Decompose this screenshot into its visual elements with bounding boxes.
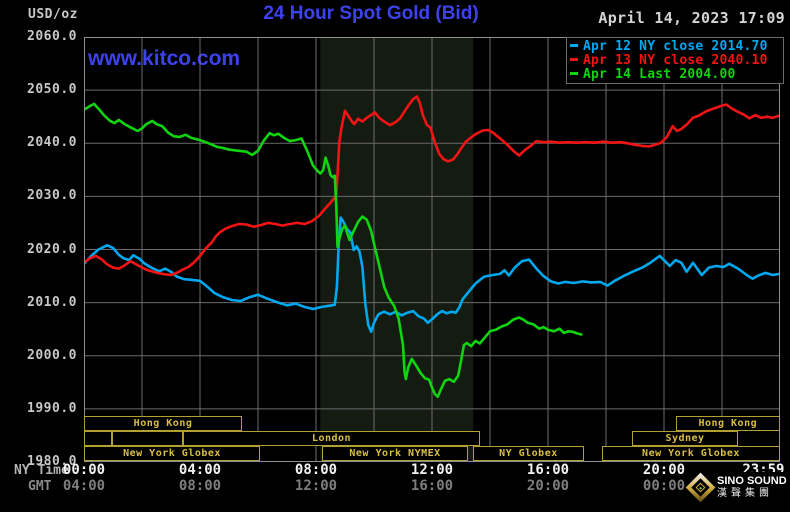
y-tick-label-2020.0: 2020.0 — [27, 241, 77, 257]
x-axis-gmt-label: GMT — [28, 479, 52, 494]
legend-item-1: Apr 13 NY close 2040.10 — [570, 54, 783, 68]
y-tick-label-1980.0: 1980.0 — [27, 454, 77, 469]
legend-dash-icon — [570, 57, 578, 61]
chart-border — [84, 37, 780, 462]
y-tick-label-2040.0: 2040.0 — [27, 135, 77, 151]
legend-box: Apr 12 NY close 2014.70 Apr 13 NY close 2… — [566, 37, 784, 84]
logo-line1: SINO SOUND — [717, 475, 787, 487]
legend-item-label: Apr 13 NY close 2040.10 — [583, 53, 768, 68]
x-tick-ny-12:00: 12:00 — [410, 462, 454, 478]
session-box-new-york-globex: New York Globex — [601, 446, 780, 461]
x-tick-gmt-04:00: 04:00 — [62, 478, 106, 494]
x-tick-gmt-20:00: 20:00 — [526, 478, 570, 494]
session-box-ny-globex: NY Globex — [472, 446, 584, 461]
logo-line2: 漢聲集團 — [717, 488, 773, 499]
session-box-new-york-nymex: New York NYMEX — [322, 446, 468, 461]
chart-plot-area: Hong Kong Hong Kong London Sydney New York G… — [82, 37, 781, 462]
logo-text-block: SINO SOUND 漢聲集團 — [717, 475, 787, 500]
x-tick-gmt-12:00: 12:00 — [294, 478, 338, 494]
x-tick-gmt-16:00: 16:00 — [410, 478, 454, 494]
diamond-inner — [691, 478, 710, 497]
chart-svg — [82, 37, 781, 462]
session-label: NY Globex — [499, 448, 558, 459]
session-box-hong-kong: Hong Kong — [84, 416, 243, 431]
legend-item-label: Apr 12 NY close 2014.70 — [583, 39, 768, 54]
y-tick-label-2030.0: 2030.0 — [27, 188, 77, 204]
x-tick-ny-00:00: 00:00 — [62, 462, 106, 478]
legend-item-0: Apr 12 NY close 2014.70 — [570, 40, 783, 54]
legend-dash-icon — [570, 43, 578, 47]
y-tick-label-2010.0: 2010.0 — [27, 294, 77, 310]
session-label: Hong Kong — [133, 418, 193, 429]
legend-item-2: Apr 14 Last 2004.00 — [570, 68, 783, 82]
y-tick-label-2000.0: 2000.0 — [27, 347, 77, 363]
session-box-london: London — [182, 431, 481, 446]
x-axis-ny-time-label: NY Time — [14, 463, 69, 478]
x-tick-ny-04:00: 04:00 — [178, 462, 222, 478]
series-line-2-apr-14-last — [82, 102, 583, 399]
chart-title: 24 Hour Spot Gold (Bid) — [263, 3, 479, 24]
y-tick-label-2050.0: 2050.0 — [27, 82, 77, 98]
y-axis-units-label: USD/oz — [28, 7, 78, 22]
session-label: Sydney — [665, 433, 705, 444]
session-label: London — [311, 433, 352, 444]
diamond-green-dot — [699, 486, 702, 490]
y-tick-label-1990.0: 1990.0 — [27, 400, 77, 416]
legend-dash-icon — [570, 71, 578, 75]
session-box-sydney: Sydney — [632, 431, 738, 446]
session-label: New York NYMEX — [349, 448, 441, 459]
x-tick-ny-08:00: 08:00 — [294, 462, 338, 478]
series-line-1-apr-13-ny-close — [82, 95, 781, 277]
x-tick-ny-20:00: 20:00 — [642, 462, 686, 478]
sino-sound-logo: SINO SOUND 漢聲集團 — [685, 472, 789, 503]
x-tick-gmt-08:00: 08:00 — [178, 478, 222, 494]
x-tick-gmt-00:00: 00:00 — [642, 478, 686, 494]
session-box-unlabeled — [112, 431, 183, 446]
chart-datetime: April 14, 2023 17:09 — [598, 9, 785, 27]
session-label: Hong Kong — [698, 418, 758, 429]
session-box-new-york-globex: New York Globex — [84, 446, 261, 461]
diamond-core — [695, 482, 706, 493]
x-tick-ny-16:00: 16:00 — [526, 462, 570, 478]
kitco-watermark-link[interactable]: www.kitco.com — [88, 47, 241, 70]
session-label: New York Globex — [642, 448, 740, 459]
session-label: New York Globex — [123, 448, 221, 459]
session-box-unlabeled — [84, 431, 113, 446]
y-tick-label-2060.0: 2060.0 — [27, 29, 77, 44]
legend-item-label: Apr 14 Last 2004.00 — [583, 67, 736, 82]
series-line-0-apr-12-ny-close — [82, 216, 781, 334]
sino-sound-diamond-icon — [685, 472, 716, 503]
session-box-hong-kong: Hong Kong — [675, 416, 780, 431]
